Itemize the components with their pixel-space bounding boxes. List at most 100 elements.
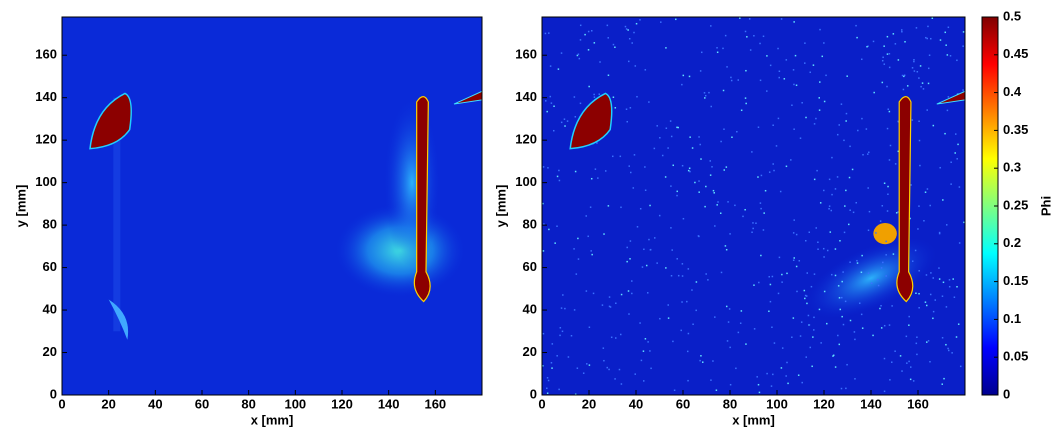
speckle — [921, 82, 924, 84]
speckle — [911, 260, 914, 262]
speckle — [808, 324, 811, 326]
speckle — [932, 277, 935, 279]
speckle — [730, 76, 732, 79]
speckle — [752, 227, 754, 230]
speckle — [592, 292, 595, 295]
speckle — [762, 229, 765, 231]
speckle — [811, 365, 813, 368]
speckle — [759, 202, 762, 204]
speckle — [670, 135, 673, 138]
speckle — [813, 316, 815, 319]
speckle — [880, 304, 882, 307]
speckle — [632, 187, 635, 189]
speckle — [834, 188, 837, 190]
colorbar-tick-label: 0.5 — [1003, 8, 1021, 23]
speckle — [939, 39, 942, 41]
speckle — [861, 58, 863, 61]
speckle — [843, 231, 846, 234]
speckle — [620, 293, 623, 296]
speckle — [676, 126, 678, 129]
speckle — [725, 166, 728, 168]
speckle — [821, 55, 824, 58]
speckle — [594, 168, 597, 170]
colorbar-tick-label: 0.2 — [1003, 235, 1021, 250]
x-tick-label: 80 — [241, 396, 255, 411]
speckle — [888, 66, 891, 69]
speckle — [959, 365, 962, 368]
speckle — [868, 210, 871, 213]
speckle — [781, 281, 783, 283]
speckle — [548, 32, 550, 34]
speckle — [628, 165, 630, 167]
speckle — [836, 133, 839, 136]
speckle — [735, 367, 737, 370]
speckle — [849, 209, 851, 211]
speckle — [873, 91, 875, 94]
x-tick-label: 20 — [101, 396, 115, 411]
speckle — [962, 45, 964, 47]
speckle — [861, 254, 863, 257]
speckle — [801, 381, 803, 384]
speckle — [846, 75, 848, 77]
speckle — [585, 290, 588, 292]
speckle — [816, 169, 818, 172]
speckle — [542, 202, 544, 205]
speckle — [957, 143, 959, 146]
speckle — [838, 297, 841, 299]
speckle — [707, 279, 709, 281]
y-tick-label: 140 — [515, 89, 537, 104]
speckle — [918, 139, 921, 142]
speckle — [858, 302, 861, 304]
speckle — [624, 25, 627, 28]
speckle — [888, 110, 891, 113]
speckle — [820, 342, 822, 344]
speckle — [900, 29, 903, 31]
speckle — [826, 249, 829, 252]
speckle — [698, 180, 700, 182]
speckle — [867, 229, 870, 232]
speckle — [649, 350, 651, 352]
speckle — [649, 248, 652, 251]
speckle — [852, 211, 855, 214]
speckle — [725, 248, 728, 251]
speckle — [660, 21, 662, 23]
speckle — [772, 124, 774, 127]
speckle — [867, 45, 869, 47]
speckle — [962, 89, 964, 91]
speckle — [745, 102, 747, 105]
speckle — [799, 335, 802, 337]
speckle — [672, 164, 675, 167]
speckle — [887, 108, 889, 110]
speckle — [576, 54, 579, 57]
speckle — [643, 248, 645, 251]
speckle — [553, 105, 555, 108]
speckle — [542, 250, 545, 252]
speckle — [822, 247, 825, 250]
speckle — [586, 363, 588, 365]
speckle — [729, 233, 731, 235]
speckle — [542, 365, 544, 367]
speckle — [945, 343, 947, 346]
speckle — [818, 97, 821, 99]
speckle — [648, 238, 650, 241]
speckle — [687, 268, 690, 270]
speckle — [957, 323, 960, 325]
speckle — [759, 42, 761, 45]
speckle — [880, 267, 883, 269]
speckle — [793, 128, 795, 130]
speckle — [549, 65, 552, 67]
speckle — [629, 107, 632, 109]
speckle — [562, 294, 564, 296]
x-axis-label: x [mm] — [251, 412, 294, 427]
speckle-glow — [873, 222, 897, 245]
x-tick-label: 60 — [676, 396, 690, 411]
speckle — [786, 272, 788, 275]
speckle — [574, 116, 577, 118]
speckle — [778, 76, 780, 79]
speckle — [944, 132, 946, 135]
speckle — [773, 169, 775, 172]
speckle — [700, 51, 703, 54]
speckle — [793, 219, 795, 221]
speckle — [633, 31, 635, 34]
y-tick-label: 60 — [43, 259, 57, 274]
